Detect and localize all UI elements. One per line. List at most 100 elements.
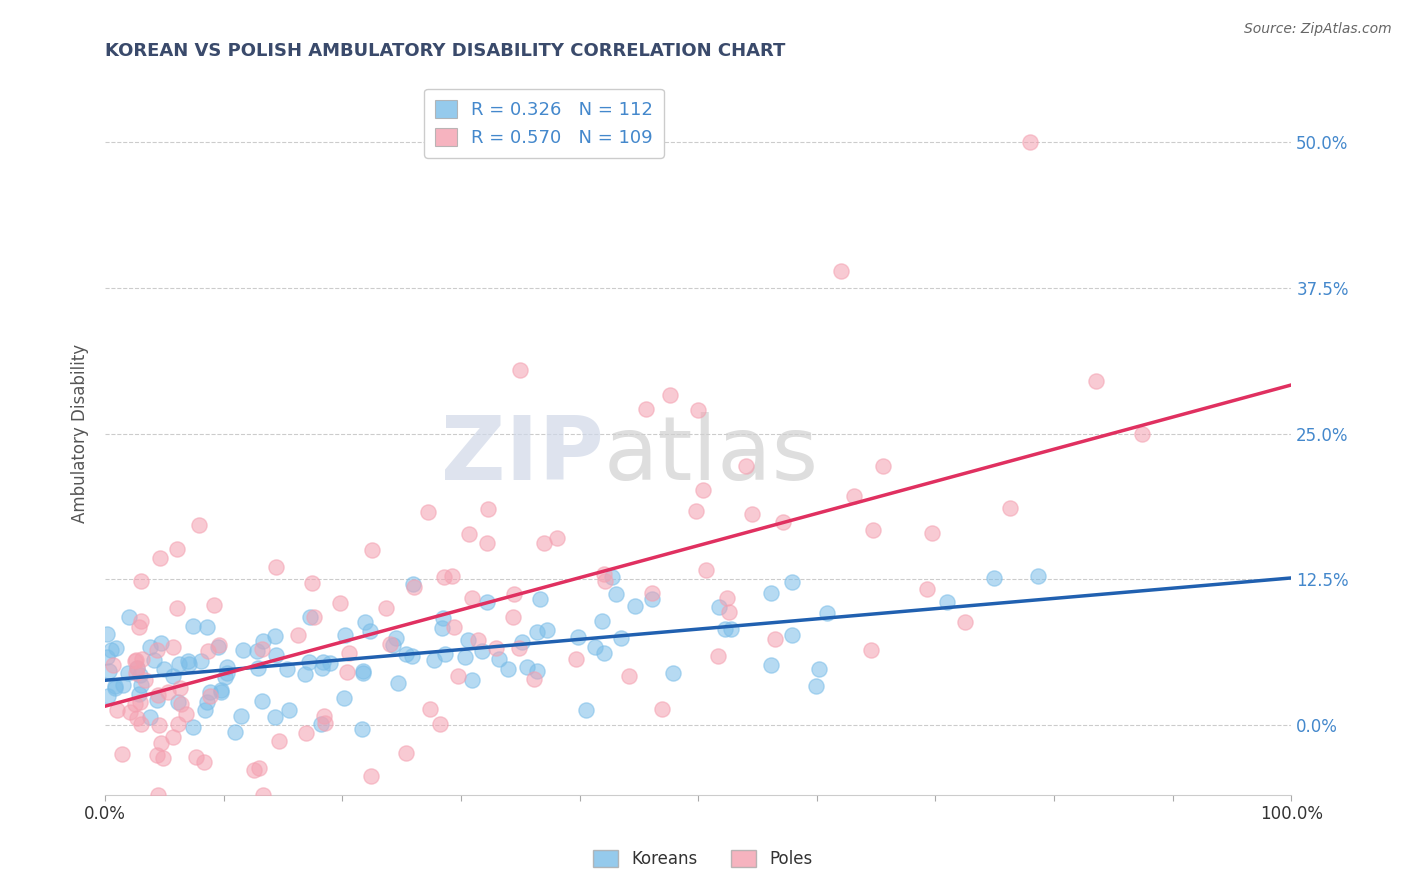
Y-axis label: Ambulatory Disability: Ambulatory Disability <box>72 344 89 524</box>
Point <box>170 698 193 712</box>
Point <box>713 622 735 636</box>
Point <box>1026 569 1049 583</box>
Point <box>395 746 418 760</box>
Point <box>149 550 172 565</box>
Point <box>387 676 409 690</box>
Point <box>246 661 269 675</box>
Point <box>780 628 803 642</box>
Point <box>298 610 321 624</box>
Point <box>815 607 838 621</box>
Point <box>953 615 976 629</box>
Point <box>401 576 423 591</box>
Point <box>162 640 184 654</box>
Text: Source: ZipAtlas.com: Source: ZipAtlas.com <box>1244 22 1392 37</box>
Point <box>936 595 959 609</box>
Point <box>149 636 172 650</box>
Point <box>314 715 336 730</box>
Point <box>593 566 616 581</box>
Point <box>759 586 782 600</box>
Point <box>707 648 730 663</box>
Point <box>215 665 238 680</box>
Point <box>380 637 402 651</box>
Point <box>536 623 558 637</box>
Point <box>718 605 741 619</box>
Point <box>830 263 852 277</box>
Point <box>336 665 359 680</box>
Point <box>921 526 943 541</box>
Point <box>533 536 555 550</box>
Point <box>153 662 176 676</box>
Point <box>859 643 882 657</box>
Point <box>298 655 321 669</box>
Point <box>583 640 606 654</box>
Point <box>207 640 229 655</box>
Point <box>385 631 408 645</box>
Point <box>129 614 152 628</box>
Point <box>149 735 172 749</box>
Point <box>146 747 169 762</box>
Point <box>640 586 662 600</box>
Point <box>277 703 299 717</box>
Point <box>264 629 287 643</box>
Point <box>169 657 191 671</box>
Point <box>96 627 118 641</box>
Point <box>624 599 647 613</box>
Point <box>146 642 169 657</box>
Point <box>128 620 150 634</box>
Point <box>434 647 457 661</box>
Point <box>360 769 382 783</box>
Point <box>354 615 377 629</box>
Point <box>395 647 418 661</box>
Text: ZIP: ZIP <box>440 412 603 499</box>
Point <box>735 459 758 474</box>
Point <box>104 679 127 693</box>
Point <box>709 599 731 614</box>
Point <box>1085 374 1108 388</box>
Point <box>546 531 568 545</box>
Point <box>247 761 270 775</box>
Point <box>117 666 139 681</box>
Point <box>319 657 342 671</box>
Point <box>741 507 763 521</box>
Point <box>567 630 589 644</box>
Point <box>174 706 197 721</box>
Point <box>143 653 166 667</box>
Point <box>157 684 180 698</box>
Point <box>252 633 274 648</box>
Point <box>162 730 184 744</box>
Point <box>96 649 118 664</box>
Point <box>692 483 714 497</box>
Point <box>1130 426 1153 441</box>
Point <box>146 693 169 707</box>
Point <box>198 689 221 703</box>
Point <box>998 501 1021 516</box>
Point <box>97 664 120 678</box>
Point <box>188 517 211 532</box>
Text: atlas: atlas <box>603 412 818 499</box>
Point <box>105 703 128 717</box>
Point <box>166 601 188 615</box>
Point <box>430 621 453 635</box>
Point <box>983 572 1005 586</box>
Point <box>651 702 673 716</box>
Point <box>302 610 325 624</box>
Point <box>125 661 148 675</box>
Point <box>129 574 152 588</box>
Point <box>264 710 287 724</box>
Point <box>101 658 124 673</box>
Point <box>457 633 479 648</box>
Point <box>184 750 207 764</box>
Point <box>352 665 374 680</box>
Point <box>166 541 188 556</box>
Point <box>381 638 404 652</box>
Point <box>177 654 200 668</box>
Point <box>264 560 287 574</box>
Point <box>685 504 707 518</box>
Legend: R = 0.326   N = 112, R = 0.570   N = 109: R = 0.326 N = 112, R = 0.570 N = 109 <box>425 88 664 158</box>
Point <box>112 678 135 692</box>
Point <box>246 644 269 658</box>
Point <box>659 388 682 402</box>
Point <box>862 523 884 537</box>
Text: KOREAN VS POLISH AMBULATORY DISABILITY CORRELATION CHART: KOREAN VS POLISH AMBULATORY DISABILITY C… <box>105 42 786 60</box>
Point <box>488 651 510 665</box>
